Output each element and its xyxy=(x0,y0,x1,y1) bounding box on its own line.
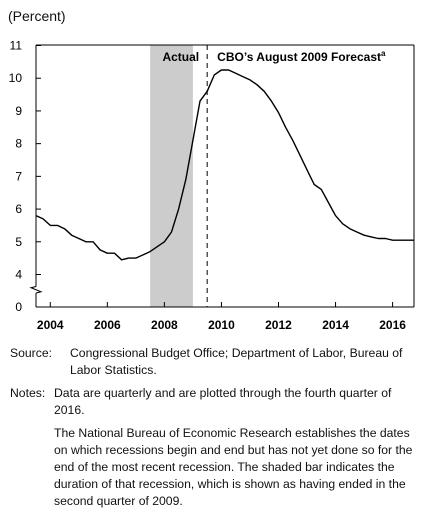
notes-row: Notes: Data are quarterly and are plotte… xyxy=(10,385,418,419)
chart-notes: Source: Congressional Budget Office; Dep… xyxy=(10,345,418,510)
source-row: Source: Congressional Budget Office; Dep… xyxy=(10,345,418,379)
notes-second: The National Bureau of Economic Research… xyxy=(54,426,413,508)
y-tick-label: 8 xyxy=(15,137,22,151)
actual-label: Actual xyxy=(162,50,199,64)
x-tick-label: 2016 xyxy=(379,318,406,332)
x-tick-label: 2004 xyxy=(37,318,64,332)
forecast-label: CBO’s August 2009 Forecasta xyxy=(217,49,386,64)
x-tick-label: 2014 xyxy=(322,318,349,332)
y-tick-label: 6 xyxy=(15,202,22,216)
y-tick-label: 4 xyxy=(15,268,22,282)
source-text: Congressional Budget Office; Department … xyxy=(70,346,403,377)
y-tick-label: 11 xyxy=(10,39,23,53)
unemployment-rate-line xyxy=(35,69,414,261)
source-label: Source: xyxy=(10,346,53,360)
y-tick-label: 0 xyxy=(15,300,22,314)
notes-first: Data are quarterly and are plotted throu… xyxy=(54,386,392,417)
y-tick-label: 7 xyxy=(15,169,22,183)
notes-label: Notes: xyxy=(10,386,46,400)
y-tick-label: 5 xyxy=(15,235,22,249)
forecast-footnote-mark: a xyxy=(381,49,386,58)
y-tick-label: 9 xyxy=(15,104,22,118)
x-tick-label: 2006 xyxy=(94,318,121,332)
y-axis-unit-label: (Percent) xyxy=(8,8,66,24)
x-tick-label: 2010 xyxy=(208,318,235,332)
x-tick-label: 2008 xyxy=(151,318,178,332)
x-tick-label: 2012 xyxy=(265,318,292,332)
y-tick-label: 10 xyxy=(9,71,23,85)
y-axis-break-mark xyxy=(29,286,43,294)
